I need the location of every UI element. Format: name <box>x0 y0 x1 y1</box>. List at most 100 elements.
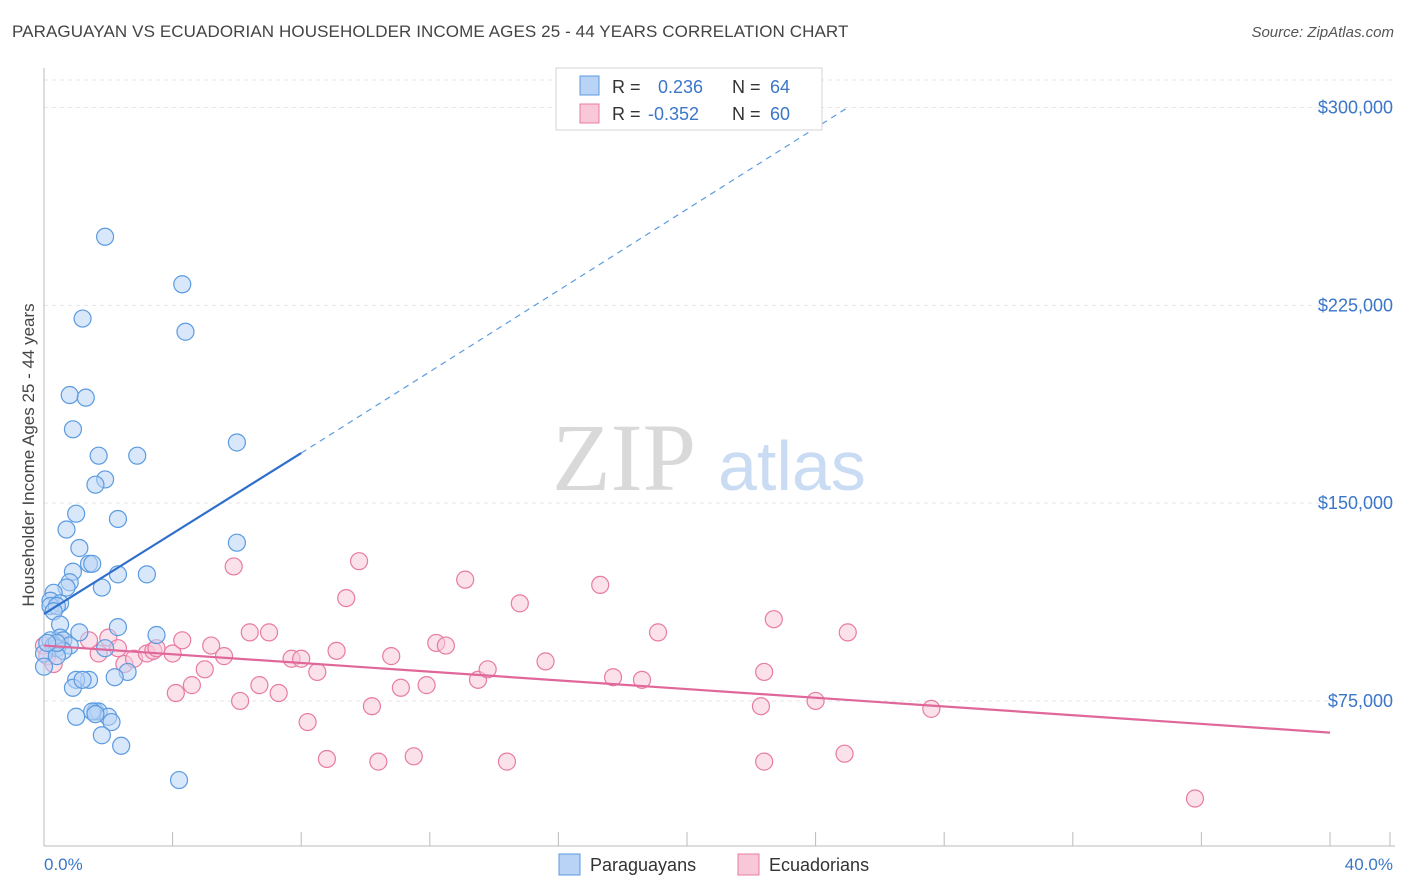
ecuadorians-point <box>337 588 356 608</box>
paraguayans-point <box>173 275 192 294</box>
ecuadorians-point <box>456 570 475 589</box>
legend-n1-value: 64 <box>770 77 790 97</box>
legend-paraguayans-swatch <box>558 853 581 876</box>
ecuadorians-point <box>478 660 497 679</box>
ecuadorians-point <box>231 691 250 711</box>
paraguayans-point <box>73 670 92 689</box>
paraguayans-point <box>227 533 246 552</box>
y-tick-labels: $75,000 $150,000 $225,000 $300,000 <box>1318 98 1393 711</box>
paraguayans-point <box>83 554 102 573</box>
paraguayans-point <box>38 633 57 653</box>
ecuadorians-point <box>202 636 221 655</box>
legend-n2-label: N = <box>732 104 761 124</box>
paraguayans-trend-line <box>43 452 302 615</box>
x-tick-label-max: 40.0% <box>1345 855 1393 874</box>
ecuadorians-point <box>922 699 941 718</box>
ecuadorians-point <box>755 752 774 771</box>
paraguayans-point <box>169 770 189 790</box>
paraguayans-point <box>34 657 54 676</box>
legend-r1-label: R = <box>612 77 641 97</box>
paraguayans-point <box>176 322 195 341</box>
paraguayans-point <box>89 446 108 465</box>
paraguayans-point <box>67 707 86 726</box>
paraguayans-trend-extension <box>300 107 849 454</box>
paraguayans-point <box>105 668 124 687</box>
legend-ecuadorians-swatch <box>737 853 760 876</box>
ecuadorians-point <box>173 631 192 650</box>
paraguayans-point <box>128 446 147 465</box>
ecuadorians-point <box>308 662 327 682</box>
paraguayans-point <box>95 227 115 246</box>
y-tick-label: $75,000 <box>1328 691 1393 711</box>
ecuadorians-point <box>648 623 668 642</box>
ecuadorians-point <box>182 676 201 695</box>
legend-n1-label: N = <box>732 77 761 97</box>
paraguayans-point <box>92 578 111 597</box>
ecuadorians-point <box>436 636 455 655</box>
paraguayans-point <box>73 309 92 328</box>
paraguayans-point <box>108 509 128 529</box>
ecuadorians-point <box>391 678 410 697</box>
watermark-atlas: atlas <box>718 427 866 505</box>
y-tick-label: $225,000 <box>1318 295 1393 315</box>
ecuadorians-point <box>835 744 854 763</box>
ecuadorians-point <box>838 623 857 642</box>
ecuadorians-point <box>764 610 783 629</box>
ecuadorians-points <box>34 552 1205 808</box>
paraguayans-point <box>112 736 131 755</box>
paraguayans-point <box>63 420 83 439</box>
y-axis-label: Householder Income Ages 25 - 44 years <box>19 303 38 606</box>
ecuadorians-point <box>224 557 243 576</box>
ecuadorians-point <box>298 712 317 732</box>
ecuadorians-point <box>751 697 771 716</box>
ecuadorians-point <box>591 575 610 595</box>
chart-title: PARAGUAYAN VS ECUADORIAN HOUSEHOLDER INC… <box>12 22 849 41</box>
ecuadorians-point <box>806 691 825 711</box>
paraguayans-point <box>70 538 89 558</box>
x-ticks <box>43 832 1391 846</box>
paraguayans-point <box>137 565 156 584</box>
chart-source: Source: ZipAtlas.com <box>1251 24 1394 41</box>
legend-swatch-blue <box>579 75 600 96</box>
ecuadorians-point <box>417 676 436 695</box>
paraguayans-point <box>76 388 95 407</box>
ecuadorians-point <box>317 749 337 769</box>
legend-ecuadorians-label: Ecuadorians <box>769 855 869 875</box>
ecuadorians-point <box>632 670 652 689</box>
paraguayans-point <box>57 520 76 539</box>
ecuadorians-point <box>327 641 346 660</box>
ecuadorians-point <box>269 683 288 703</box>
ecuadorians-point <box>250 676 269 695</box>
legend-n2-value: 60 <box>770 104 790 124</box>
legend-box <box>555 67 823 131</box>
gridlines <box>44 79 1395 702</box>
ecuadorians-point <box>240 623 259 642</box>
legend-r2-label: R = <box>612 104 641 124</box>
ecuadorians-point <box>166 683 185 703</box>
ecuadorians-point <box>603 668 623 687</box>
ecuadorians-point <box>755 662 774 682</box>
y-tick-label: $150,000 <box>1318 493 1393 513</box>
ecuadorians-point <box>510 594 529 613</box>
ecuadorians-point <box>259 623 279 642</box>
series-legend: Paraguayans Ecuadorians <box>558 853 869 876</box>
paraguayans-points <box>34 227 246 790</box>
paraguayans-point <box>108 618 128 637</box>
paraguayans-point <box>102 712 121 732</box>
ecuadorians-point <box>214 647 234 666</box>
ecuadorians-point <box>404 747 423 766</box>
ecuadorians-point <box>362 697 382 716</box>
watermark-zip: ZIP <box>552 404 696 511</box>
ecuadorians-point <box>369 752 388 771</box>
ecuadorians-point <box>497 752 517 771</box>
paraguayans-point <box>92 726 111 745</box>
ecuadorians-point <box>536 652 555 671</box>
legend-r1-value: 0.236 <box>658 77 703 97</box>
paraguayans-point <box>147 625 166 645</box>
paraguayans-point <box>67 504 86 523</box>
paraguayans-point <box>227 433 246 452</box>
ecuadorians-point <box>382 647 401 666</box>
ecuadorians-trend-line <box>43 644 1331 734</box>
ecuadorians-point <box>1185 789 1205 808</box>
